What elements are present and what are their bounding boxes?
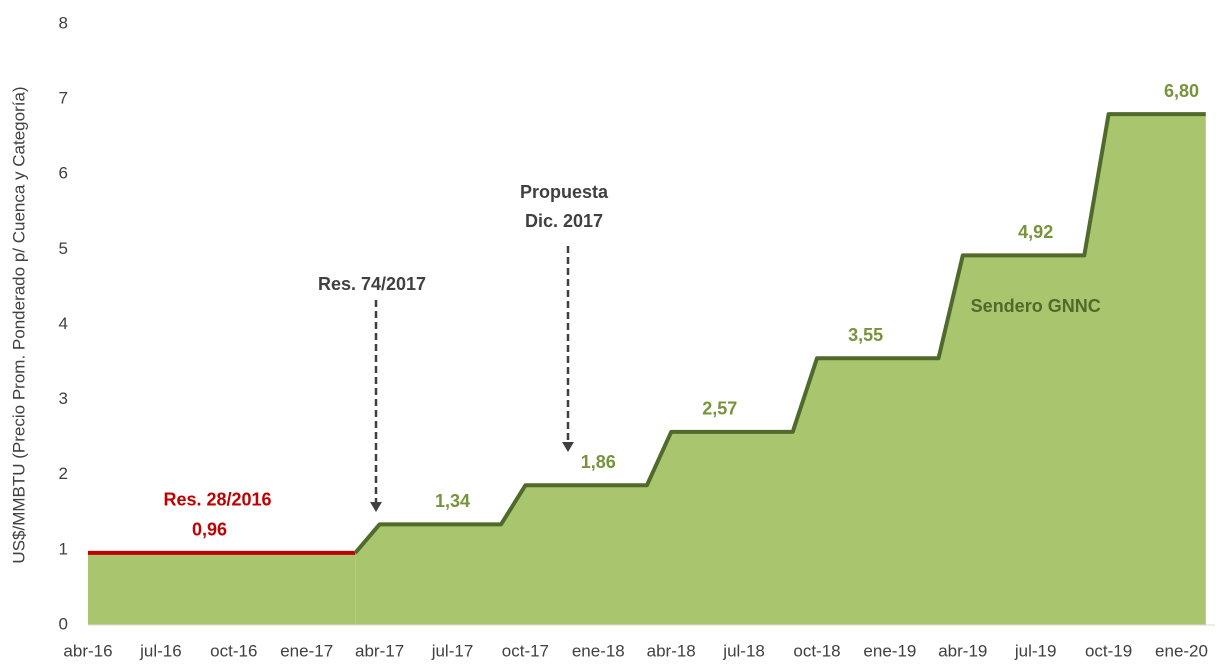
- x-tick-label: ene-19: [863, 641, 916, 660]
- x-tick-label: jul-17: [431, 641, 474, 660]
- x-tick-label: abr-19: [938, 641, 987, 660]
- x-tick-label: jul-16: [139, 641, 182, 660]
- x-tick-label: ene-18: [572, 641, 625, 660]
- x-tick-label: oct-17: [502, 641, 549, 660]
- value-label: 1,34: [435, 491, 470, 511]
- value-label: 2,57: [702, 399, 737, 419]
- y-tick-label: 2: [59, 464, 68, 483]
- line: [353, 112, 1206, 555]
- x-tick-label: jul-19: [1014, 641, 1057, 660]
- x-tick-label: oct-18: [793, 641, 840, 660]
- series-label: Sendero GNNC: [971, 296, 1101, 316]
- y-tick-label: 5: [59, 239, 68, 258]
- area: [88, 552, 356, 625]
- value-label: 4,92: [1018, 222, 1053, 242]
- x-tick-label: oct-16: [210, 641, 257, 660]
- x-tick-label: oct-19: [1085, 641, 1132, 660]
- series-label: Res. 28/2016: [163, 490, 271, 510]
- value-label: 0,96: [192, 520, 227, 540]
- x-tick-label: ene-20: [1155, 641, 1208, 660]
- y-tick-label: 1: [59, 539, 68, 558]
- y-tick-label: 0: [59, 614, 68, 633]
- x-tick-label: abr-17: [355, 641, 404, 660]
- x-tick-label: jul-18: [722, 641, 765, 660]
- x-tick-label: ene-17: [280, 641, 333, 660]
- x-tick-label: abr-16: [63, 641, 112, 660]
- annotation: Res. 74/2017: [318, 274, 426, 294]
- y-tick-label: 6: [59, 164, 68, 183]
- area: [355, 114, 1206, 626]
- x-tick-label: abr-18: [647, 641, 696, 660]
- value-label: 1,86: [581, 452, 616, 472]
- y-tick-label: 3: [59, 389, 68, 408]
- annotation: Dic. 2017: [525, 211, 603, 231]
- arrow-head: [370, 502, 382, 512]
- y-tick-label: 7: [59, 89, 68, 108]
- y-axis-label: US$/MMBTU (Precio Prom. Ponderado p/ Cue…: [9, 86, 28, 563]
- value-label: 3,55: [848, 325, 883, 345]
- y-tick-label: 8: [59, 13, 68, 32]
- arrow-head: [562, 442, 574, 452]
- y-tick-label: 4: [59, 314, 68, 333]
- annotation: Propuesta: [520, 182, 609, 202]
- value-label: 6,80: [1164, 81, 1199, 101]
